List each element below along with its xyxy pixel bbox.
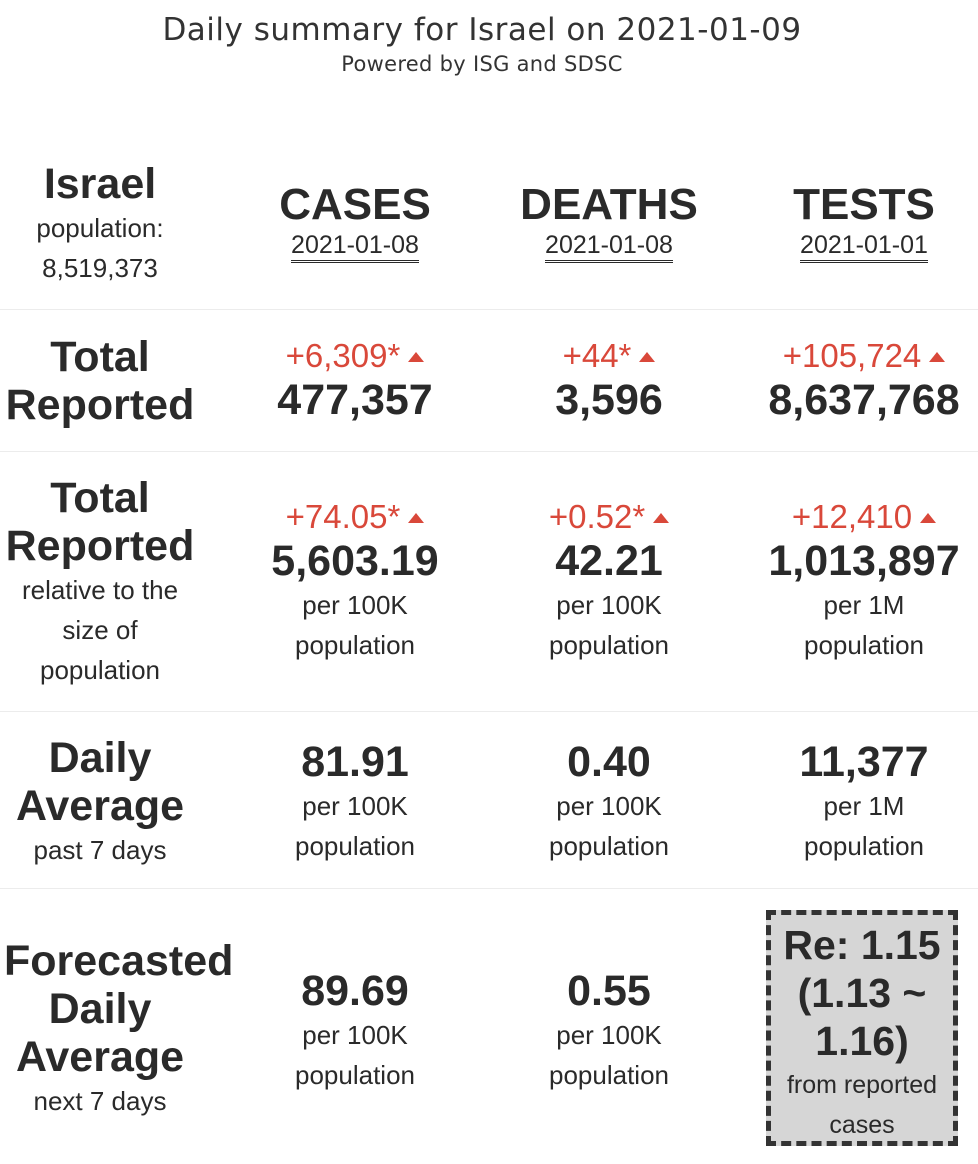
re-range: 1.16) bbox=[815, 1018, 909, 1064]
daily-cases-value: 81.91 bbox=[301, 738, 409, 786]
total-deaths-value: 3,596 bbox=[555, 376, 663, 424]
column-header-tests: TESTS 2021-01-01 bbox=[755, 180, 973, 263]
total-cases-delta: +6,309* bbox=[255, 336, 455, 376]
triangle-up-icon bbox=[408, 513, 425, 523]
unit-label: per 100K bbox=[302, 791, 408, 821]
total-tests-value: 8,637,768 bbox=[768, 376, 960, 424]
triangle-up-icon bbox=[639, 352, 656, 362]
forecast-cases-cell: 89.69 per 100K population bbox=[255, 967, 455, 1095]
total-cases-cell: +6,309* 477,357 bbox=[255, 336, 455, 424]
row-label-line: Average bbox=[15, 1033, 185, 1081]
re-source: cases bbox=[829, 1111, 895, 1139]
unit-label: per 100K bbox=[556, 590, 662, 620]
page-title: Daily summary for Israel on 2021-01-09 bbox=[162, 12, 802, 48]
unit-label: population bbox=[295, 1060, 415, 1090]
location-name: Israel bbox=[43, 160, 157, 208]
daily-tests-cell: 11,377 per 1M population bbox=[755, 738, 973, 866]
relative-tests-cell: +12,410 1,013,897 per 1M population bbox=[755, 497, 973, 665]
page-header: Daily summary for Israel on 2021-01-09 P… bbox=[0, 12, 964, 76]
total-tests-cell: +105,724 8,637,768 bbox=[755, 336, 973, 424]
triangle-up-icon bbox=[929, 352, 946, 362]
relative-deaths-delta: +0.52* bbox=[509, 497, 709, 537]
daily-cases-cell: 81.91 per 100K population bbox=[255, 738, 455, 866]
row-label-sub: relative to the bbox=[21, 575, 179, 605]
column-header-cases: CASES 2021-01-08 bbox=[255, 180, 455, 263]
row-divider bbox=[0, 888, 978, 889]
daily-deaths-cell: 0.40 per 100K population bbox=[509, 738, 709, 866]
column-title-cases: CASES bbox=[279, 180, 431, 229]
column-title-deaths: DEATHS bbox=[520, 180, 698, 229]
unit-label: population bbox=[549, 831, 669, 861]
row-label-line: Reported bbox=[5, 522, 195, 570]
row-label-line: Total bbox=[50, 333, 150, 381]
unit-label: per 100K bbox=[302, 1020, 408, 1050]
triangle-up-icon bbox=[920, 513, 937, 523]
row-label-relative: Total Reported relative to the size of p… bbox=[0, 474, 200, 690]
row-label-line: Average bbox=[15, 782, 185, 830]
location-cell: Israel population: 8,519,373 bbox=[0, 160, 200, 288]
forecast-cases-value: 89.69 bbox=[301, 967, 409, 1015]
relative-tests-delta: +12,410 bbox=[755, 497, 973, 537]
total-cases-value: 477,357 bbox=[277, 376, 433, 424]
page-subtitle: Powered by ISG and SDSC bbox=[341, 52, 623, 76]
unit-label: population bbox=[295, 831, 415, 861]
population-label: population: bbox=[36, 213, 164, 243]
row-label-sub: past 7 days bbox=[33, 835, 167, 865]
unit-label: population bbox=[804, 630, 924, 660]
row-label-line: Daily bbox=[48, 985, 152, 1033]
relative-cases-cell: +74.05* 5,603.19 per 100K population bbox=[255, 497, 455, 665]
column-date-deaths: 2021-01-08 bbox=[545, 230, 673, 263]
re-value: Re: 1.15 bbox=[783, 922, 941, 968]
unit-label: population bbox=[295, 630, 415, 660]
total-tests-delta: +105,724 bbox=[755, 336, 973, 376]
daily-tests-value: 11,377 bbox=[799, 738, 929, 786]
relative-tests-value: 1,013,897 bbox=[768, 537, 960, 585]
row-divider bbox=[0, 451, 978, 452]
unit-label: per 100K bbox=[556, 1020, 662, 1050]
unit-label: per 1M bbox=[823, 791, 905, 821]
unit-label: per 100K bbox=[556, 791, 662, 821]
row-label-line: Forecasted bbox=[4, 937, 234, 985]
re-estimate-box: Re: 1.15 (1.13 ~ 1.16) from reported cas… bbox=[766, 910, 958, 1146]
row-label-total-reported: Total Reported bbox=[0, 333, 200, 429]
unit-label: population bbox=[549, 630, 669, 660]
column-date-tests: 2021-01-01 bbox=[800, 230, 928, 263]
daily-deaths-value: 0.40 bbox=[567, 738, 651, 786]
row-label-sub: size of bbox=[62, 615, 138, 645]
row-label-line: Total bbox=[50, 474, 150, 522]
total-deaths-cell: +44* 3,596 bbox=[509, 336, 709, 424]
relative-cases-value: 5,603.19 bbox=[271, 537, 439, 585]
column-title-tests: TESTS bbox=[793, 180, 935, 229]
row-divider bbox=[0, 309, 978, 310]
re-source: from reported bbox=[786, 1071, 938, 1099]
column-header-deaths: DEATHS 2021-01-08 bbox=[509, 180, 709, 263]
row-label-forecast: Forecasted Daily Average next 7 days bbox=[0, 937, 236, 1121]
forecast-deaths-value: 0.55 bbox=[567, 967, 651, 1015]
row-label-line: Daily bbox=[48, 734, 152, 782]
unit-label: per 100K bbox=[302, 590, 408, 620]
row-label-daily-average: Daily Average past 7 days bbox=[0, 734, 200, 870]
unit-label: per 1M bbox=[823, 590, 905, 620]
row-label-sub: population bbox=[40, 655, 160, 685]
unit-label: population bbox=[549, 1060, 669, 1090]
forecast-deaths-cell: 0.55 per 100K population bbox=[509, 967, 709, 1095]
total-deaths-delta: +44* bbox=[509, 336, 709, 376]
relative-deaths-value: 42.21 bbox=[555, 537, 663, 585]
re-range: (1.13 ~ bbox=[797, 970, 927, 1016]
relative-deaths-cell: +0.52* 42.21 per 100K population bbox=[509, 497, 709, 665]
triangle-up-icon bbox=[408, 352, 425, 362]
row-label-sub: next 7 days bbox=[33, 1086, 167, 1116]
row-label-line: Reported bbox=[5, 381, 195, 429]
relative-cases-delta: +74.05* bbox=[255, 497, 455, 537]
unit-label: population bbox=[804, 831, 924, 861]
row-divider bbox=[0, 711, 978, 712]
population-value: 8,519,373 bbox=[42, 253, 158, 283]
column-date-cases: 2021-01-08 bbox=[291, 230, 419, 263]
triangle-up-icon bbox=[653, 513, 670, 523]
